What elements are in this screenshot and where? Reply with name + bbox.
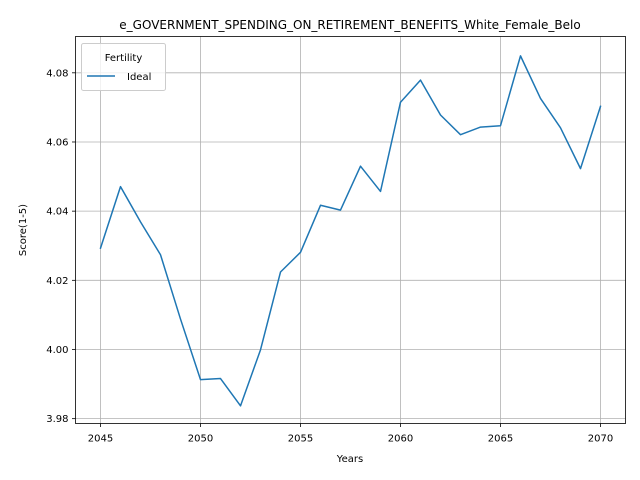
y-axis-ticks: 3.98 4.00 4.02 4.04 4.06 4.08	[46, 68, 76, 425]
series-line-ideal	[99, 55, 602, 407]
y-tick-label: 3.98	[46, 414, 68, 425]
x-tick-label: 2055	[288, 434, 313, 445]
x-tick-label: 2070	[588, 434, 613, 445]
y-tick-label: 4.08	[46, 68, 68, 79]
x-tick-label: 2065	[488, 434, 513, 445]
x-axis-label: Years	[336, 454, 363, 465]
chart-title: e_GOVERNMENT_SPENDING_ON_RETIREMENT_BENE…	[119, 18, 580, 32]
x-tick-label: 2050	[188, 434, 213, 445]
series-lines	[99, 55, 602, 407]
x-tick-label: 2060	[388, 434, 413, 445]
y-tick-label: 4.06	[46, 137, 68, 148]
legend: Fertility Ideal	[81, 43, 166, 91]
plot-frame	[75, 36, 626, 424]
legend-label-ideal: Ideal	[127, 72, 151, 83]
grid-lines	[75, 36, 626, 424]
y-tick-label: 4.00	[46, 345, 68, 356]
x-tick-label: 2045	[88, 434, 113, 445]
y-axis-label: Score(1-5)	[18, 204, 29, 256]
y-tick-label: 4.04	[46, 207, 68, 218]
legend-box	[81, 43, 166, 91]
x-axis-ticks: 2045 2050 2055 2060 2065 2070	[88, 423, 613, 445]
y-tick-label: 4.02	[46, 276, 68, 287]
legend-title: Fertility	[105, 53, 143, 64]
